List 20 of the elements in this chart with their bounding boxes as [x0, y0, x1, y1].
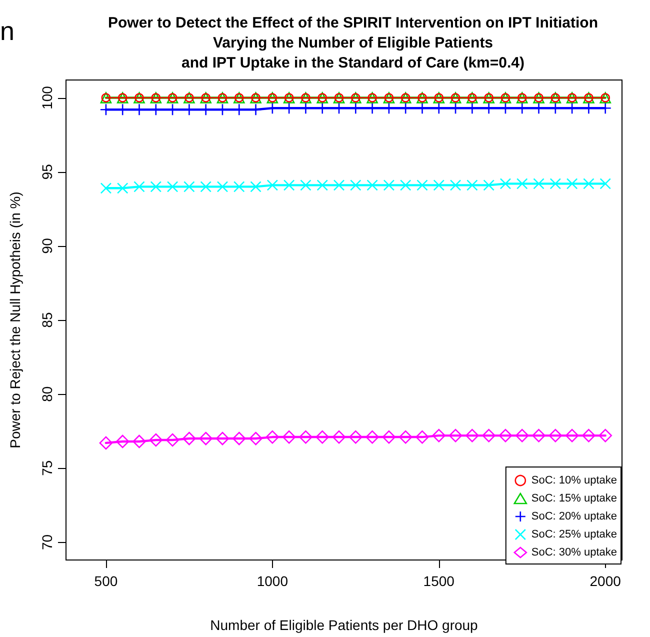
y-tick-label: 75	[39, 460, 55, 476]
x-tick-label: 500	[94, 573, 118, 589]
x-tick-label: 1500	[423, 573, 455, 589]
x-tick-label: 1000	[256, 573, 288, 589]
text: n	[0, 16, 14, 46]
legend-label: SoC: 20% uptake	[531, 510, 618, 522]
y-tick-label: 80	[39, 386, 55, 402]
chart-title: Power to Detect the Effect of the SPIRIT Intervention on IPT Initiation Varying the Number of Eligible Patients and IPT Uptake in the Standard of Care (km=0.4)	[108, 14, 598, 72]
legend-label: SoC: 10% uptake	[531, 474, 618, 486]
y-tick-label: 85	[39, 312, 55, 328]
x-axis-title: Number of Eligible Patients per DHO group	[210, 617, 478, 633]
y-tick-label: 100	[39, 86, 55, 110]
x-tick-label: 2000	[590, 573, 622, 589]
y-tick-label: 95	[39, 164, 55, 180]
legend-label: SoC: 30% uptake	[531, 546, 618, 558]
legend-label: SoC: 15% uptake	[531, 492, 618, 504]
y-axis-title: Power to Reject the Null Hypotheis (in %)	[7, 192, 23, 448]
y-tick-label: 90	[39, 238, 55, 254]
y-tick-label: 70	[39, 534, 55, 550]
legend-label: SoC: 25% uptake	[531, 528, 618, 540]
